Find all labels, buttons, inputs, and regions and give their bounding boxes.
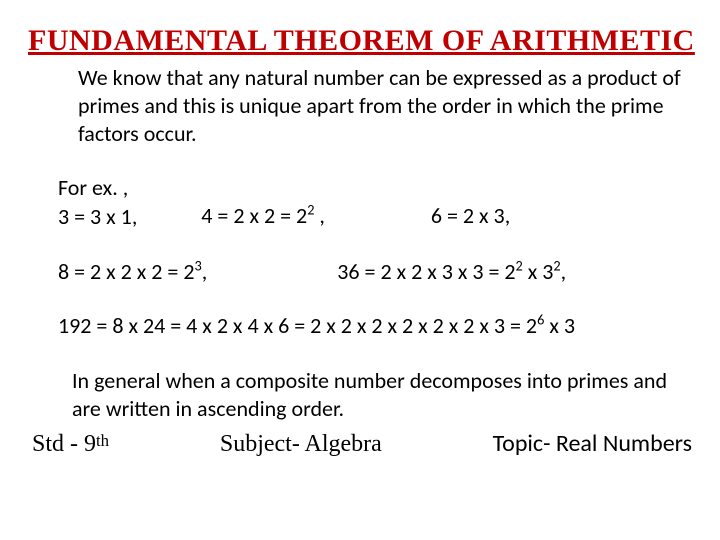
ex3-a: 192 = 8 x 24 = 4 x 2 x 4 x 6 = 2 x 2 x 2… [58, 312, 537, 339]
slide-container: FUNDAMENTAL THEOREM OF ARITHMETIC We kno… [0, 0, 720, 540]
footer-topic: Topic- Real Numbers [493, 429, 692, 458]
ex1-mid-tail: , [314, 202, 324, 229]
ex2-left-tail: , [202, 258, 208, 285]
intro-paragraph: We know that any natural number can be e… [28, 64, 700, 148]
ex1-mid-text: 4 = 2 x 2 = 2 [201, 202, 307, 229]
ex2-r-s1: 2 [516, 256, 523, 274]
ex2-r-s2: 2 [553, 256, 560, 274]
ex2-left-sup: 3 [195, 256, 202, 274]
ex1-l2: 3 = 3 x 1, [58, 203, 137, 230]
ex1-l1: For ex. , [58, 174, 128, 201]
ex2-r-b: x 3 [523, 258, 554, 285]
slide-title: FUNDAMENTAL THEOREM OF ARITHMETIC [28, 24, 700, 58]
example-row-1: For ex. , 3 = 3 x 1, 4 = 2 x 2 = 22 , 6 … [28, 174, 700, 231]
ex2-right: 36 = 2 x 2 x 3 x 3 = 22 x 32, [337, 258, 566, 287]
footer-subject: Subject- Algebra [220, 431, 382, 458]
ex2-left-text: 8 = 2 x 2 x 2 = 2 [58, 258, 195, 285]
ex2-r-a: 36 = 2 x 2 x 3 x 3 = 2 [337, 258, 515, 285]
ex2-left: 8 = 2 x 2 x 2 = 23, [58, 258, 207, 287]
ex1-left: For ex. , 3 = 3 x 1, [58, 174, 137, 231]
footer-std: Std - 9th [32, 431, 109, 458]
example-row-3: 192 = 8 x 24 = 4 x 2 x 4 x 6 = 2 x 2 x 2… [28, 312, 700, 341]
footer-row: Std - 9th Subject- Algebra Topic- Real N… [28, 429, 700, 458]
ex3-b: x 3 [544, 312, 575, 339]
ex2-r-tail: , [561, 258, 567, 285]
general-paragraph: In general when a composite number decom… [28, 367, 700, 423]
std-text: Std - 9 [32, 431, 96, 457]
ex1-mid: 4 = 2 x 2 = 22 , [201, 202, 325, 231]
example-row-2: 8 = 2 x 2 x 2 = 23, 36 = 2 x 2 x 3 x 3 =… [28, 258, 700, 287]
ex1-right: 6 = 2 x 3, [431, 202, 510, 231]
std-suffix: th [96, 431, 109, 450]
